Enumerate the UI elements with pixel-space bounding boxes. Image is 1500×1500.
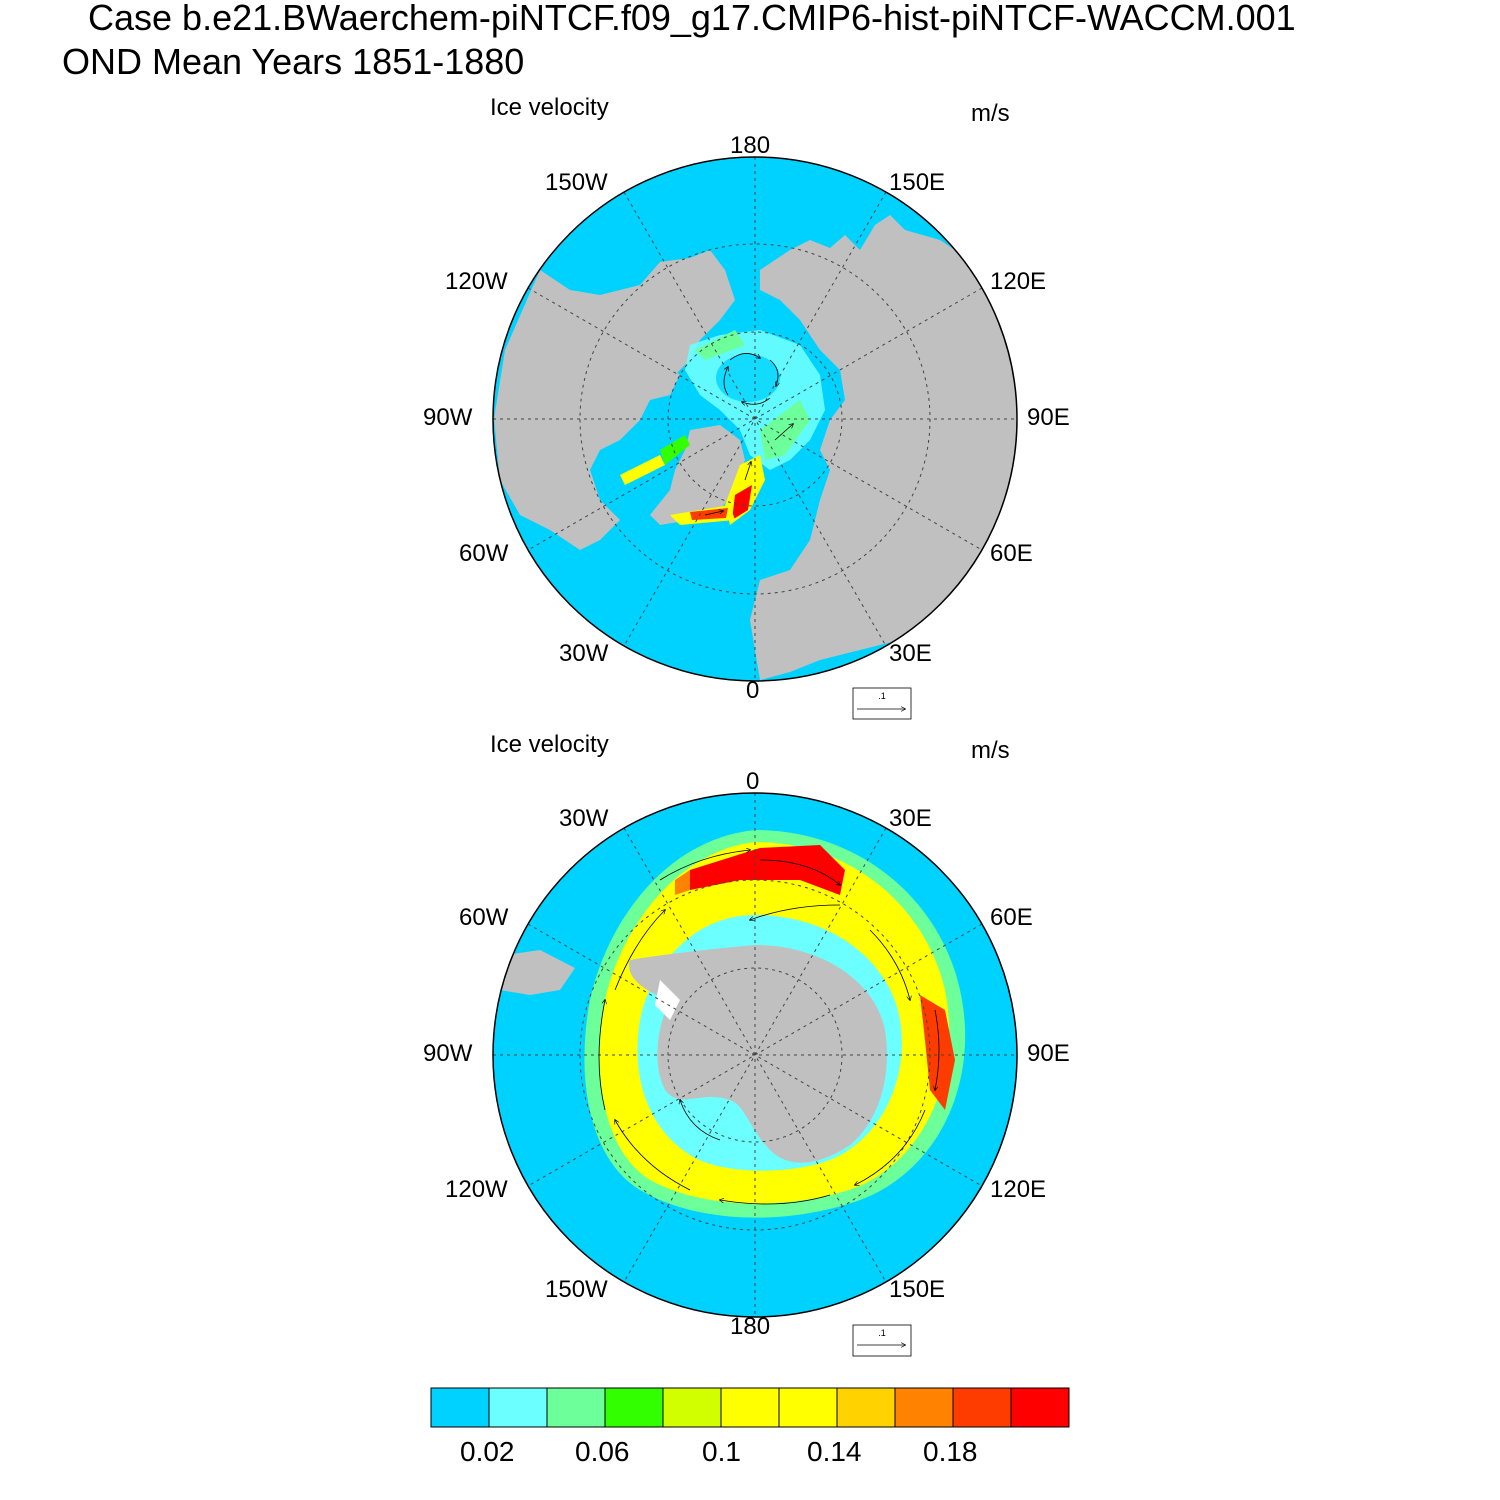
south-lon-label: 60W [459,904,509,931]
colorbar-label: 0.06 [575,1436,630,1467]
south-lon-label: 30E [889,805,932,832]
colorbar-box [546,1387,606,1428]
north-panel-left-label: Ice velocity [490,94,609,121]
colorbar-box [604,1387,664,1428]
colorbar [430,1387,1070,1428]
north-lon-label: 60E [990,540,1033,567]
north-velocity-vectors [704,353,793,516]
south-lon-label: 150W [545,1276,608,1303]
figure-title-case: Case b.e21.BWaerchem-piNTCF.f09_g17.CMIP… [88,0,1296,38]
south-lon-label: 120W [445,1176,508,1203]
north-lon-label: 120E [990,268,1047,295]
north-lon-label: 150E [889,169,946,196]
south-lon-label: 0 [746,768,760,795]
south-lon-label: 120E [990,1176,1047,1203]
colorbar-box [894,1387,954,1428]
north-lon-label: 0 [746,677,760,704]
north-lon-label: 90E [1027,404,1070,431]
south-america-land [500,950,575,995]
south-east-jet [920,995,955,1110]
south-panel-left-label: Ice velocity [490,731,609,758]
north-america-land [494,250,735,550]
south-graticule [493,793,1017,1317]
north-map-border [492,156,1018,682]
north-lon-label: 180 [730,132,771,159]
south-reference-vector [852,1324,912,1357]
colorbar-box [488,1387,548,1428]
south-map-border [492,792,1018,1318]
colorbar-box [836,1387,896,1428]
north-fram-strait-jet [760,400,810,460]
south-lon-label: 150E [889,1276,946,1303]
colorbar-box [662,1387,722,1428]
colorbar-box [720,1387,780,1428]
colorbar-box [430,1387,490,1428]
north-lon-label: 60W [459,540,509,567]
north-panel-units-label: m/s [971,100,1010,127]
north-lon-label: 30E [889,640,932,667]
north-greenland-land [650,425,745,525]
south-panel-units-label: m/s [971,737,1010,764]
south-lon-label: 30W [559,805,609,832]
north-graticule [493,157,1017,681]
colorbar-label: 0.14 [807,1436,862,1467]
colorbar-label: 0.18 [923,1436,978,1467]
north-lon-label: 120W [445,268,508,295]
south-lon-label: 180 [730,1313,771,1340]
south-lon-label: 90W [423,1040,473,1067]
south-velocity-vectors [598,850,940,1205]
north-lon-label: 30W [559,640,609,667]
north-lon-label: 150W [545,169,608,196]
north-lon-label: 90W [423,404,473,431]
south-lon-label: 90E [1027,1040,1070,1067]
south-weddell-jet [690,845,845,895]
colorbar-label: 0.02 [460,1436,515,1467]
north-eurasia-land [750,215,1017,680]
colorbar-label: 0.1 [702,1436,741,1467]
south-lon-label: 60E [990,904,1033,931]
north-reference-vector [852,687,912,720]
figure-title-period: OND Mean Years 1851-1880 [62,41,525,82]
colorbar-box [1010,1387,1070,1428]
colorbar-box [952,1387,1012,1428]
north-reference-vector-label: .1 [878,691,886,701]
south-reference-vector-label: .1 [878,1328,886,1338]
colorbar-box [778,1387,838,1428]
